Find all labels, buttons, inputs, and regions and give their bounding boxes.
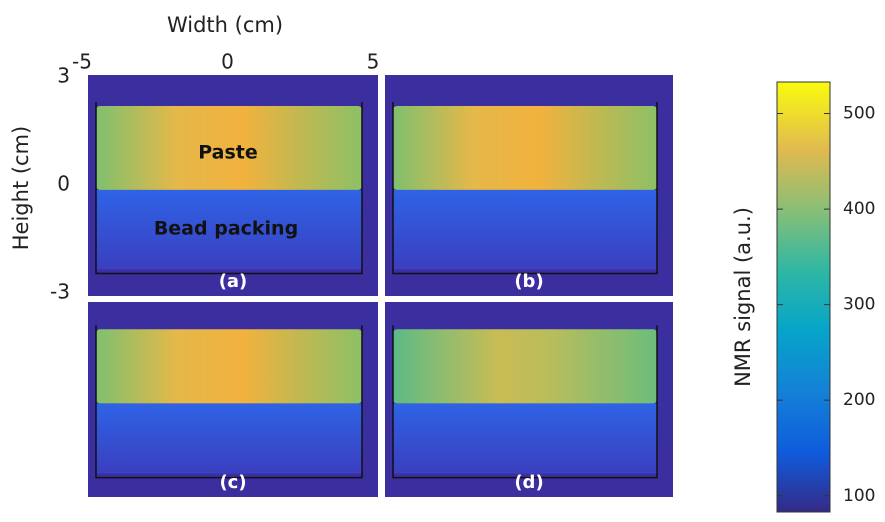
container-outline	[95, 325, 363, 479]
colorbar-tick-label: 300	[843, 295, 875, 315]
x-tick-label: 0	[221, 50, 234, 74]
bead-region	[393, 403, 657, 474]
colorbar-tick-label: 200	[843, 390, 875, 410]
paste-region	[96, 105, 362, 190]
colorbar-label: NMR signal (a.u.)	[731, 207, 755, 387]
container-outline	[392, 325, 658, 479]
colorbar-tick-label: 400	[843, 199, 875, 219]
y-axis-label: Height (cm)	[9, 126, 33, 250]
x-axis-label: Width (cm)	[167, 13, 283, 37]
panel-label: (b)	[514, 271, 543, 292]
paste-region	[393, 105, 657, 190]
paste-region	[96, 329, 362, 404]
y-tick-label: 3	[57, 64, 70, 88]
bead-region	[393, 189, 657, 270]
y-tick-label: 0	[57, 172, 70, 196]
x-tick-label: -5	[72, 50, 92, 74]
colorbar	[776, 81, 831, 513]
panel-label: (d)	[514, 472, 543, 493]
annotation: Bead packing	[154, 218, 298, 240]
y-tick-label: -3	[50, 280, 70, 304]
colorbar-tick-label: 500	[843, 104, 875, 124]
colorbar-tick-label: 100	[843, 486, 875, 506]
paste-region	[393, 329, 657, 404]
bead-region	[96, 189, 362, 270]
container-outline	[392, 101, 658, 275]
annotation: Paste	[198, 142, 258, 164]
container-outline	[95, 101, 363, 275]
x-tick-label: 5	[367, 50, 380, 74]
panel-label: (c)	[219, 472, 246, 493]
bead-region	[96, 403, 362, 474]
panel-label: (a)	[219, 271, 248, 292]
